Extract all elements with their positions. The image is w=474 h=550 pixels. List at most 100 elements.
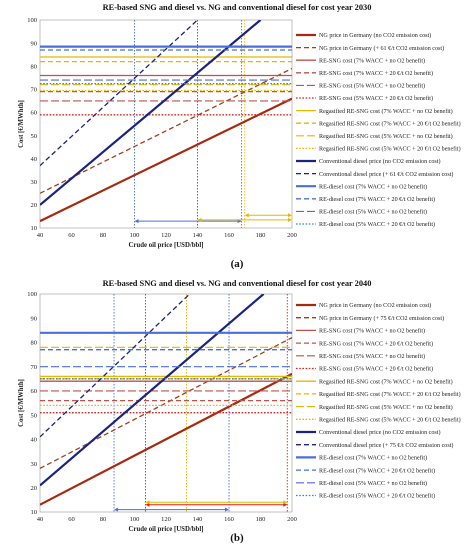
legend-label: Conventional diesel price (no CO2 emissi…: [319, 429, 441, 436]
x-axis-label: Crude oil price [USD/bbl]: [129, 526, 204, 533]
range-arrow-head: [244, 213, 249, 218]
x-tick-label: 60: [68, 516, 75, 523]
y-tick-label: 70: [31, 87, 38, 94]
series-line: [40, 372, 292, 506]
range-arrow-head: [225, 507, 229, 512]
legend-label: Regasified RE-SNG cost (5% WACC + no O2 …: [319, 404, 453, 411]
x-tick-label: 40: [37, 232, 44, 239]
legend-label: RE-diesel cost (5% WACC + 20 €/t O2 bene…: [319, 221, 435, 228]
legend-label: RE-SNG cost (5% WACC + no O2 benefit): [319, 353, 425, 360]
x-tick-label: 80: [100, 232, 107, 239]
plot-frame: [39, 293, 293, 513]
x-tick-label: 60: [68, 232, 75, 239]
legend-label: NG price in Germany (+ 61 €/t CO2 emissi…: [319, 45, 444, 52]
x-axis-label: Crude oil price [USD/bbl]: [129, 242, 204, 249]
y-tick-label: 80: [31, 340, 38, 347]
y-tick-label: 30: [31, 179, 38, 186]
legend-label: RE-diesel cost (7% WACC + no O2 benefit): [319, 455, 427, 462]
range-arrow-head: [114, 507, 119, 512]
panel-caption: (a): [230, 258, 244, 270]
y-tick-label: 80: [31, 63, 38, 70]
legend-label: RE-SNG cost (5% WACC + 20 €/t O2 benefit…: [319, 366, 433, 373]
legend-label: NG price in Germany (no CO2 emission cos…: [319, 302, 431, 309]
legend-label: RE-diesel cost (7% WACC + 20 €/t O2 bene…: [319, 196, 435, 203]
plot-area: [40, 20, 292, 228]
legend-label: RE-SNG cost (5% WACC + 20 €/t O2 benefit…: [319, 95, 433, 102]
x-tick-label: 120: [161, 232, 171, 239]
chart-title: RE-based SNG and diesel vs. NG and conve…: [102, 279, 372, 288]
range-arrow-head: [134, 219, 139, 224]
y-tick-label: 10: [31, 509, 38, 516]
chart-title: RE-based SNG and diesel vs. NG and conve…: [102, 3, 372, 12]
x-tick-label: 140: [193, 516, 203, 523]
y-tick-label: 40: [31, 156, 38, 163]
chart-svg-2030: 40 60 80 100 120 140 160 180 200 10 20 30 40 50 60 70 80…: [18, 17, 461, 249]
legend-label: RE-SNG cost (7% WACC + no O2 benefit): [319, 57, 425, 64]
series-line: [40, 337, 292, 469]
y-tick-label: 60: [31, 110, 38, 117]
x-tick-label: 40: [37, 516, 44, 523]
plot-frame: [39, 19, 293, 229]
legend-label: Regasified RE-SNG cost (5% WACC + 20 €/t…: [319, 417, 461, 424]
series-line: [40, 20, 262, 206]
legend-label: Conventional diesel price (+ 75 €/t CO2 …: [319, 442, 453, 449]
legend-label: Conventional diesel price (+ 61 €/t CO2 …: [319, 171, 453, 178]
y-tick-label: 30: [31, 461, 38, 468]
y-tick-label: 100: [27, 291, 37, 298]
legend-label: RE-diesel cost (5% WACC + no O2 benefit): [319, 480, 427, 487]
legend-label: NG price in Germany (+ 75 €/t CO2 emissi…: [319, 315, 444, 322]
series-line: [40, 67, 292, 194]
legend-label: Regasified RE-SNG cost (7% WACC + 20 €/t…: [319, 391, 461, 398]
x-tick-label: 80: [100, 516, 107, 523]
x-tick-label: 160: [224, 232, 234, 239]
range-arrow-head: [288, 217, 292, 222]
x-tick-label: 200: [287, 232, 297, 239]
legend-label: RE-diesel cost (5% WACC + 20 €/t O2 bene…: [319, 493, 435, 500]
x-tick-label: 180: [256, 232, 266, 239]
legend-label: RE-diesel cost (5% WACC + no O2 benefit): [319, 209, 427, 216]
legend-label: RE-SNG cost (7% WACC + 20 €/t O2 benefit…: [319, 70, 433, 77]
x-tick-label: 160: [224, 516, 234, 523]
series-line: [40, 294, 191, 438]
y-tick-label: 40: [31, 437, 38, 444]
range-arrow-head: [197, 217, 202, 222]
legend-label: RE-SNG cost (7% WACC + 20 €/t O2 benefit…: [319, 340, 433, 347]
y-tick-label: 50: [31, 133, 38, 140]
y-tick-label: 20: [31, 485, 38, 492]
x-tick-label: 100: [130, 516, 140, 523]
range-arrow-head: [283, 500, 288, 505]
legend-label: RE-diesel cost (7% WACC + no O2 benefit): [319, 183, 427, 190]
x-tick-label: 140: [193, 232, 203, 239]
chart-panel-2040: RE-based SNG and diesel vs. NG and conve…: [0, 276, 474, 550]
series-line: [40, 294, 265, 487]
range-arrow-head: [288, 213, 292, 218]
x-tick-label: 180: [256, 516, 266, 523]
legend-label: RE-SNG cost (7% WACC + no O2 benefit): [319, 328, 425, 335]
x-tick-label: 100: [130, 232, 140, 239]
x-tick-label: 200: [287, 516, 297, 523]
y-tick-label: 100: [27, 17, 37, 24]
legend-label: NG price in Germany (no CO2 emission cos…: [319, 32, 431, 39]
legend-label: RE-SNG cost (5% WACC + no O2 benefit): [319, 83, 425, 90]
x-tick-label: 120: [161, 516, 171, 523]
chart-panel-2030: RE-based SNG and diesel vs. NG and conve…: [18, 3, 461, 270]
series-line: [40, 97, 292, 223]
legend-label: Regasified RE-SNG cost (5% WACC + no O2 …: [319, 133, 453, 140]
legend-label: RE-diesel cost (7% WACC + 20 €/t O2 bene…: [319, 467, 435, 474]
y-tick-label: 60: [31, 388, 38, 395]
legend-label: Conventional diesel price (no CO2 emissi…: [319, 158, 441, 165]
legend-label: Regasified RE-SNG cost (5% WACC + 20 €/t…: [319, 146, 461, 153]
panel-caption: (b): [230, 532, 244, 544]
y-tick-label: 90: [31, 315, 38, 322]
y-tick-label: 20: [31, 202, 38, 209]
plot-area: [40, 294, 292, 512]
y-tick-label: 70: [31, 364, 38, 371]
y-tick-label: 10: [31, 225, 38, 232]
chart-svg-2040: 40 60 80 100 120 140 160 180 200 10 20 30 40 50 60 70 80…: [18, 291, 461, 533]
legend-label: Regasified RE-SNG cost (7% WACC + no O2 …: [319, 108, 453, 115]
legend-label: Regasified RE-SNG cost (7% WACC + 20 €/t…: [319, 120, 461, 127]
y-axis-label: Cost [€/MWhth]: [18, 100, 25, 148]
y-tick-label: 90: [31, 40, 38, 47]
y-tick-label: 50: [31, 412, 38, 419]
legend-label: Regasified RE-SNG cost (7% WACC + no O2 …: [319, 378, 453, 385]
